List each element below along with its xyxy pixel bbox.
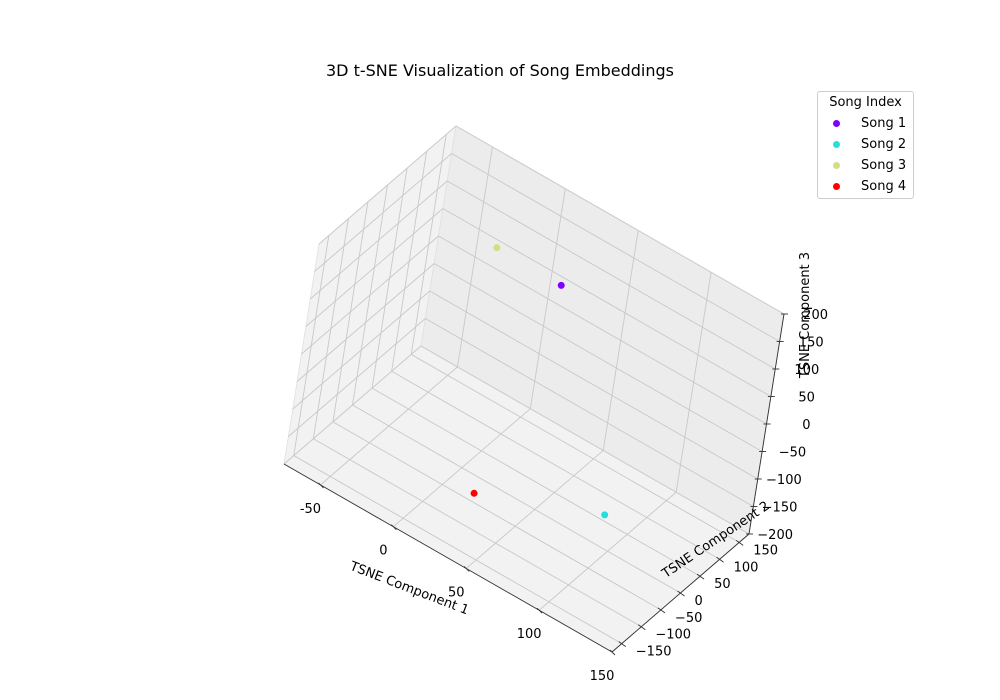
data-point-song-2 — [601, 511, 609, 519]
data-point-song-1 — [557, 281, 565, 289]
z-grid-line-back — [438, 235, 767, 425]
legend-item-song-3: Song 3 — [826, 158, 914, 176]
legend-marker — [833, 141, 840, 148]
y-tick-label: 0 — [695, 594, 703, 609]
x-tick-label: 0 — [379, 544, 387, 559]
z-tick-label: −50 — [779, 446, 806, 461]
legend-item-song-2: Song 2 — [826, 137, 914, 155]
legend: Song Index Song 1 Song 2 Song 3 Song 4 — [817, 91, 914, 199]
z-grid-line-left — [292, 290, 431, 410]
y-grid-line-floor — [332, 421, 662, 611]
y-grid-line-floor — [391, 370, 720, 560]
legend-label: Song 3 — [861, 158, 907, 173]
z-tick-label: −200 — [757, 528, 793, 543]
y-tick-mark — [657, 607, 666, 614]
legend-label: Song 4 — [861, 179, 907, 194]
z-tick-label: −100 — [766, 473, 802, 488]
legend-marker — [833, 120, 840, 127]
legend-title: Song Index — [829, 95, 902, 110]
z-axis-label: TSNE Component 3 — [798, 252, 813, 379]
y-grid-line-floor — [293, 455, 623, 644]
x-tick-mark — [463, 566, 470, 572]
x-tick-mark — [391, 524, 397, 530]
y-grid-line-floor — [352, 404, 681, 594]
legend-label: Song 2 — [861, 137, 907, 152]
y-grid-line-floor — [371, 387, 701, 577]
z-grid-line-back — [455, 125, 785, 315]
legend-item-song-1: Song 1 — [826, 116, 914, 134]
x-tick-label: 150 — [590, 669, 615, 684]
x-tick-mark — [536, 607, 543, 614]
legend-item-song-4: Song 4 — [826, 179, 914, 197]
y-tick-label: −100 — [655, 628, 691, 643]
z-grid-line-left — [318, 125, 457, 245]
legend-label: Song 1 — [861, 116, 907, 131]
z-grid-line-back — [425, 318, 754, 507]
z-grid-line-left — [314, 153, 452, 272]
z-tick-label: −150 — [762, 501, 798, 516]
z-grid-line-back — [442, 208, 772, 397]
z-grid-line-back — [451, 153, 780, 342]
z-tick-label: 200 — [803, 308, 828, 323]
grid-lines — [283, 125, 785, 653]
y-tick-mark — [735, 540, 744, 546]
x-tick-label: 50 — [448, 585, 465, 600]
x-tick-mark — [609, 649, 616, 656]
y-tick-mark — [677, 590, 685, 597]
legend-marker — [833, 183, 840, 190]
z-tick-label: 150 — [799, 336, 824, 351]
x-axis-line — [283, 463, 613, 653]
z-grid-line-left — [309, 180, 448, 300]
z-grid-line-left — [305, 208, 444, 327]
z-tick-label: 100 — [794, 363, 819, 378]
y-grid-line-floor — [410, 354, 740, 543]
y-grid-line-floor — [313, 438, 642, 628]
y-tick-mark — [696, 573, 705, 580]
z-grid-line-back — [447, 180, 776, 370]
y-tick-mark — [716, 556, 724, 563]
data-points — [470, 244, 609, 519]
z-grid-line-back — [429, 290, 758, 480]
z-grid-line-left — [301, 235, 439, 355]
y-tick-label: −50 — [675, 611, 702, 626]
y-tick-label: −150 — [636, 645, 672, 660]
y-tick-mark — [618, 641, 627, 647]
legend-marker — [833, 162, 840, 169]
z-grid-line-left — [296, 263, 435, 382]
y-tick-label: 50 — [714, 577, 731, 592]
data-point-song-4 — [470, 489, 478, 497]
x-tick-label: 100 — [517, 627, 542, 642]
axis-ticks: -50050100150−150−100−50050100150−200−150… — [283, 308, 828, 684]
z-grid-line-left — [283, 345, 422, 465]
z-grid-line-back — [420, 345, 750, 535]
chart-title: 3D t-SNE Visualization of Song Embedding… — [325, 61, 675, 80]
y-tick-mark — [638, 624, 646, 631]
z-grid-line-back — [433, 263, 763, 452]
data-point-song-3 — [493, 244, 501, 252]
z-grid-line-left — [288, 318, 426, 437]
z-tick-label: 0 — [802, 418, 810, 433]
y-tick-label: 150 — [753, 543, 778, 558]
y-tick-label: 100 — [734, 560, 759, 575]
z-tick-label: 50 — [798, 391, 815, 406]
x-tick-label: -50 — [300, 502, 321, 517]
x-tick-mark — [318, 482, 324, 489]
